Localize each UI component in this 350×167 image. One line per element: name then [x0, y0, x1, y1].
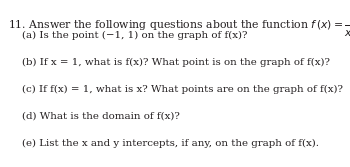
- Text: 11. Answer the following questions about the function $f\,(x) = \dfrac{2x^2}{x^4: 11. Answer the following questions about…: [8, 10, 350, 40]
- Text: (d) What is the domain of f(x)?: (d) What is the domain of f(x)?: [22, 112, 180, 121]
- Text: (e) List the x and y intercepts, if any, on the graph of f(x).: (e) List the x and y intercepts, if any,…: [22, 139, 319, 148]
- Text: (b) If x = 1, what is f(x)? What point is on the graph of f(x)?: (b) If x = 1, what is f(x)? What point i…: [22, 58, 330, 67]
- Text: (c) If f(x) = 1, what is x? What points are on the graph of f(x)?: (c) If f(x) = 1, what is x? What points …: [22, 85, 343, 94]
- Text: (a) Is the point (−1, 1) on the graph of f(x)?: (a) Is the point (−1, 1) on the graph of…: [22, 31, 247, 40]
